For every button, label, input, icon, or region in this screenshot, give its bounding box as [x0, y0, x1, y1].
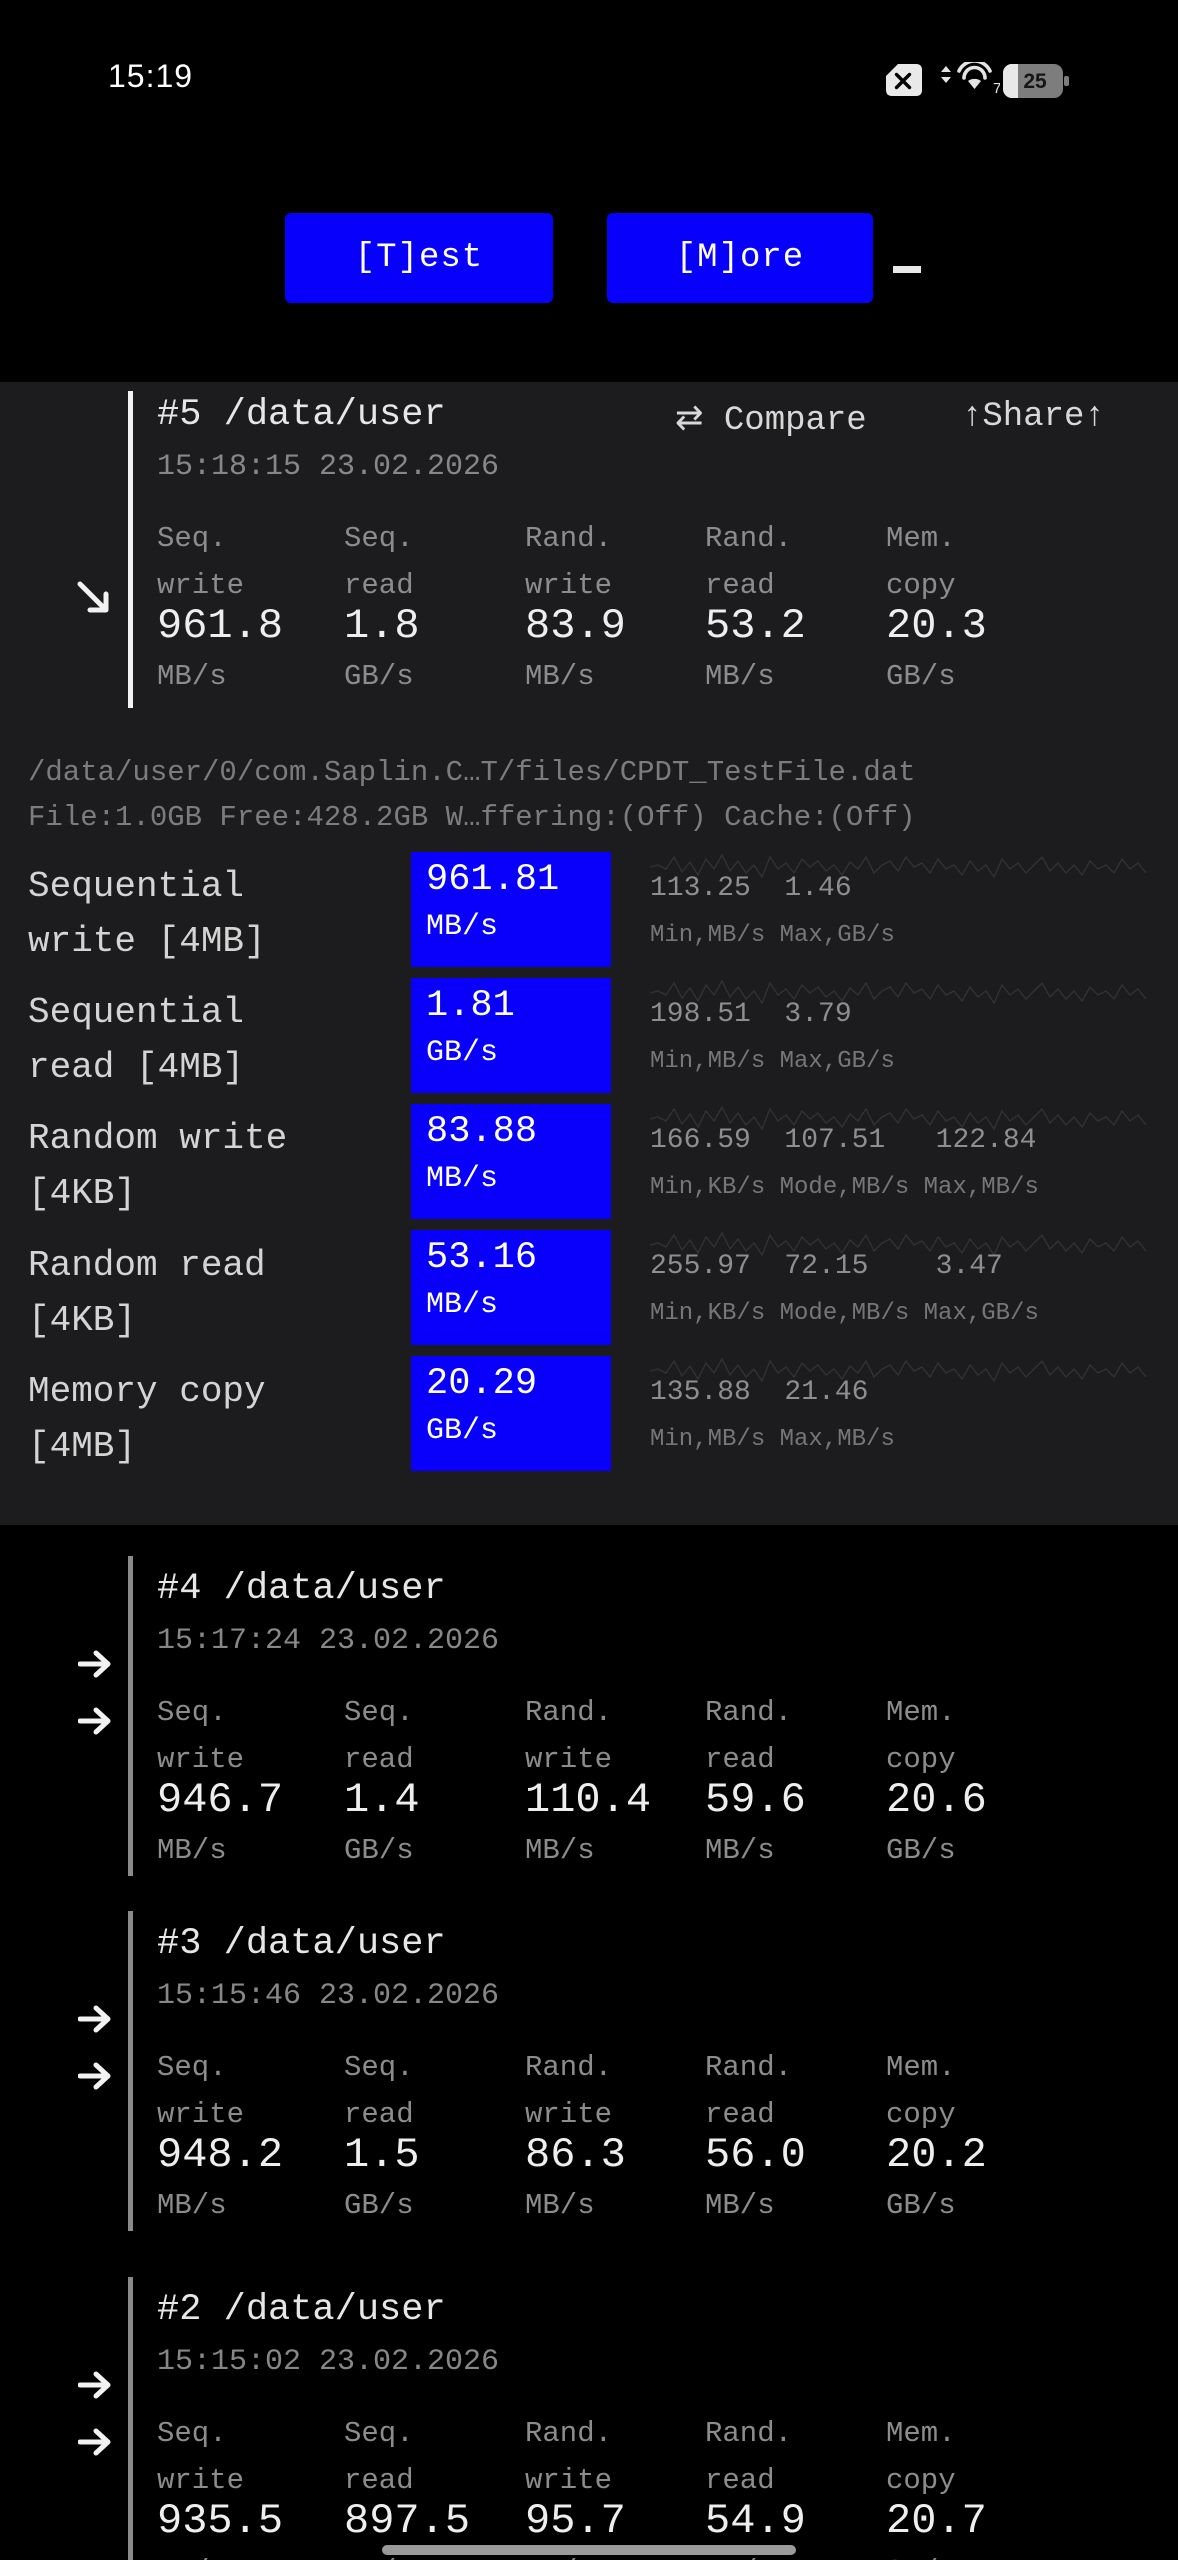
svg-text:25: 25 — [1023, 70, 1047, 93]
svg-text:7: 7 — [993, 80, 1000, 97]
